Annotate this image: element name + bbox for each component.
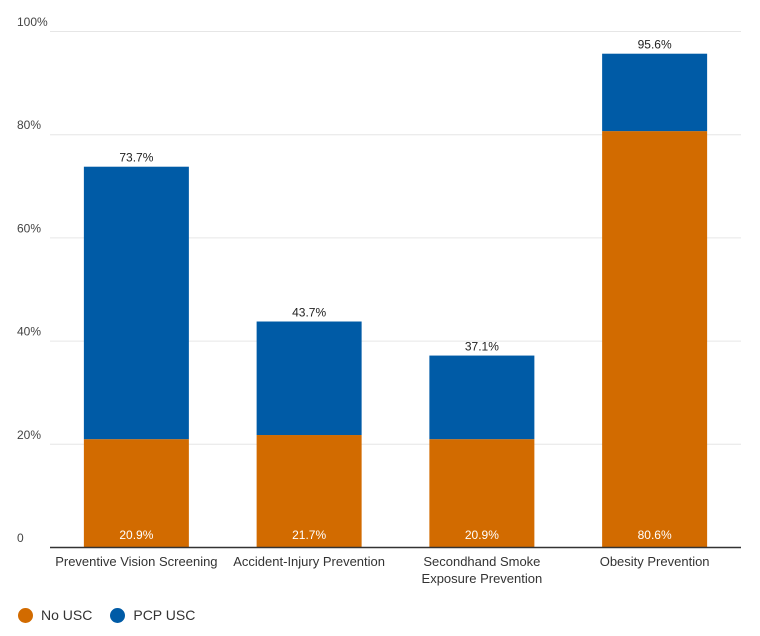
x-axis-category-labels: Preventive Vision Screening Accident-Inju… (55, 554, 709, 586)
y-tick-label: 20% (17, 428, 41, 442)
bar-segment-pcp-usc[interactable] (429, 355, 535, 440)
y-tick-label: 100% (17, 15, 48, 29)
x-category-label: Accident-Injury Prevention (233, 554, 385, 569)
legend-item-no-usc[interactable]: No USC (18, 607, 92, 623)
bars (83, 53, 708, 547)
bar-segment-no-usc[interactable] (83, 439, 189, 547)
legend-item-pcp-usc[interactable]: PCP USC (110, 607, 195, 623)
data-labels: 20.9% 73.7% 21.7% 43.7% 20.9% 37.1% 80.6% 95.6% (119, 38, 672, 542)
bar-total-label: 95.6% (638, 38, 672, 52)
bar-value-label-no-usc: 21.7% (292, 528, 326, 542)
bar-value-label-no-usc: 80.6% (638, 528, 672, 542)
legend-swatch-pcp-usc (110, 607, 126, 623)
y-tick-label: 60% (17, 221, 41, 235)
bar-segment-pcp-usc[interactable] (83, 166, 189, 440)
bar-segment-no-usc[interactable] (429, 439, 535, 547)
bar-total-label: 73.7% (119, 151, 153, 165)
y-axis-tick-labels: 0 20% 40% 60% 80% 100% (17, 15, 48, 545)
x-category-label: Obesity Prevention (600, 554, 710, 569)
legend-label-pcp-usc: PCP USC (133, 607, 196, 623)
bar-value-label-no-usc: 20.9% (119, 528, 153, 542)
bar-segment-no-usc[interactable] (602, 131, 708, 547)
bar-segment-pcp-usc[interactable] (256, 321, 362, 436)
bar-value-label-no-usc: 20.9% (465, 528, 499, 542)
y-tick-label: 0 (17, 531, 24, 545)
y-tick-label: 80% (17, 118, 41, 132)
legend: No USC PCP USC (18, 607, 195, 623)
legend-label-no-usc: No USC (41, 607, 93, 623)
bar-total-label: 37.1% (465, 340, 499, 354)
bar-total-label: 43.7% (292, 306, 326, 320)
bar-segment-pcp-usc[interactable] (602, 53, 708, 132)
x-category-label: Exposure Prevention (422, 571, 543, 586)
x-category-label: Secondhand Smoke (423, 554, 540, 569)
y-tick-label: 40% (17, 325, 41, 339)
x-category-label: Preventive Vision Screening (55, 554, 217, 569)
legend-swatch-no-usc (18, 607, 33, 623)
bar-segment-no-usc[interactable] (256, 435, 362, 547)
